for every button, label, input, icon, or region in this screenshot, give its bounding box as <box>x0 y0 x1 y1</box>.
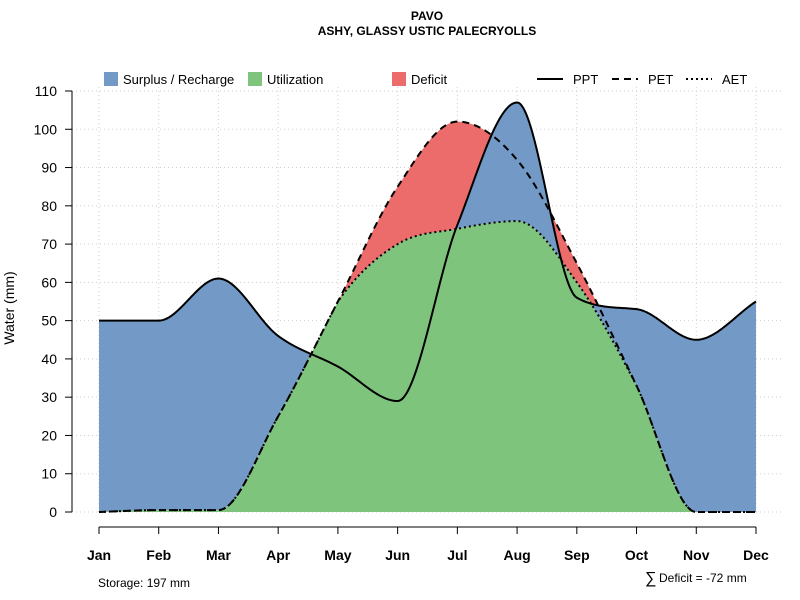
x-tick-label-jan: Jan <box>87 547 111 563</box>
y-tick-label: 30 <box>41 389 57 405</box>
x-tick-label-may: May <box>324 547 351 563</box>
x-tick-label-jul: Jul <box>447 547 467 563</box>
deficit-note: Deficit = -72 mm <box>659 571 747 585</box>
x-tick-label-feb: Feb <box>146 547 171 563</box>
legend-swatch-surplus <box>104 72 118 86</box>
y-tick-label: 0 <box>49 504 57 520</box>
legend-label-surplus: Surplus / Recharge <box>123 72 234 87</box>
legend-label-utilization: Utilization <box>267 72 323 87</box>
y-tick-label: 70 <box>41 236 57 252</box>
y-tick-label: 10 <box>41 466 57 482</box>
ppt-line <box>99 101 757 403</box>
legend-swatch-deficit <box>392 72 406 86</box>
legend-swatch-utilization <box>248 72 262 86</box>
legend: Surplus / Recharge Utilization Deficit P… <box>104 72 747 87</box>
x-tick-label-nov: Nov <box>683 547 710 563</box>
area-layer <box>99 102 756 513</box>
y-axis-label: Water (mm) <box>1 271 17 344</box>
y-tick-label: 80 <box>41 198 57 214</box>
y-tick-label: 20 <box>41 427 57 443</box>
surplus-area <box>99 102 756 512</box>
chart-title: PAVO <box>411 9 443 23</box>
x-tick-label-oct: Oct <box>625 547 649 563</box>
x-tick-label-aug: Aug <box>503 547 530 563</box>
y-tick-label: 100 <box>34 121 58 137</box>
y-tick-label: 90 <box>41 160 57 176</box>
x-tick-label-mar: Mar <box>206 547 231 563</box>
y-tick-label: 40 <box>41 351 57 367</box>
chart-subtitle: ASHY, GLASSY USTIC PALECRYOLLS <box>318 24 536 38</box>
deficit-sum-symbol: ∑ <box>645 570 656 587</box>
legend-label-deficit: Deficit <box>411 72 448 87</box>
aet-line <box>98 220 756 513</box>
x-tick-label-dec: Dec <box>743 547 769 563</box>
deficit-area <box>99 121 756 513</box>
y-tick-label: 50 <box>41 313 57 329</box>
legend-label-pet: PET <box>648 72 673 87</box>
line-layer <box>98 101 757 513</box>
legend-label-ppt: PPT <box>573 72 598 87</box>
y-tick-label: 110 <box>35 83 58 99</box>
legend-label-aet: AET <box>722 72 747 87</box>
axes: 0 10 20 30 40 50 60 70 80 90 100 110 Jan Feb Mar Apr May… <box>34 83 769 563</box>
x-tick-label-jun: Jun <box>385 547 410 563</box>
x-tick-label-sep: Sep <box>564 547 590 563</box>
storage-note: Storage: 197 mm <box>98 576 190 590</box>
y-tick-label: 60 <box>41 274 57 290</box>
x-tick-label-apr: Apr <box>266 547 291 563</box>
utilization-area <box>99 221 756 512</box>
